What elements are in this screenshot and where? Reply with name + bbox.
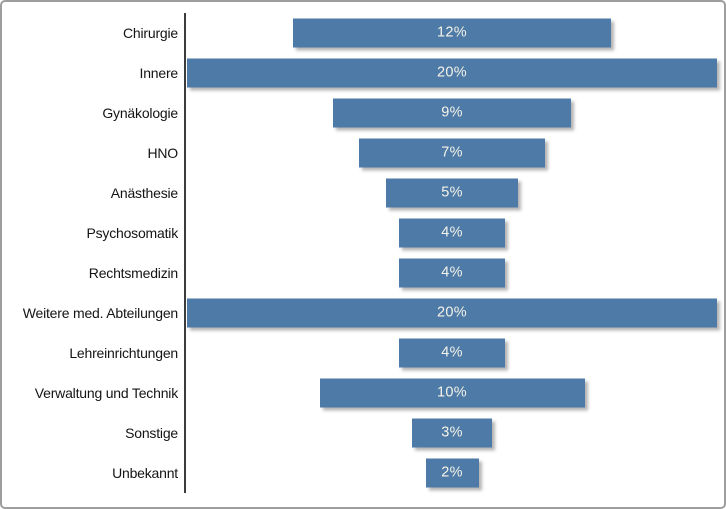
plot-area: 2%	[184, 453, 724, 493]
bar: 9%	[332, 98, 572, 128]
bar-chart: Chirurgie 12% Innere 20% Gynäkologie 9% HNO 7% A…	[2, 13, 724, 493]
category-label: Anästhesie	[110, 185, 178, 201]
bar: 20%	[187, 298, 717, 328]
category-label: Sonstige	[125, 425, 178, 441]
plot-area: 4%	[184, 333, 724, 373]
plot-area: 20%	[184, 53, 724, 93]
chart-row: Chirurgie 12%	[2, 13, 724, 53]
category-label: Psychosomatik	[86, 225, 178, 241]
chart-row: Sonstige 3%	[2, 413, 724, 453]
bar: 20%	[187, 58, 717, 88]
category-label: Unbekannt	[112, 465, 178, 481]
chart-row: Anästhesie 5%	[2, 173, 724, 213]
bar-value-label: 4%	[441, 264, 463, 281]
plot-area: 4%	[184, 253, 724, 293]
bar-value-label: 10%	[437, 384, 467, 401]
bar: 4%	[399, 338, 505, 368]
chart-row: Unbekannt 2%	[2, 453, 724, 493]
bar: 2%	[425, 458, 479, 488]
bar-value-label: 12%	[437, 24, 467, 41]
category-label: Weitere med. Abteilungen	[22, 305, 178, 321]
bar: 4%	[399, 258, 505, 288]
plot-area: 7%	[184, 133, 724, 173]
plot-area: 5%	[184, 173, 724, 213]
bar: 10%	[319, 378, 585, 408]
bar-value-label: 20%	[437, 304, 467, 321]
bar: 4%	[399, 218, 505, 248]
chart-row: Rechtsmedizin 4%	[2, 253, 724, 293]
category-label: Verwaltung und Technik	[34, 385, 178, 401]
category-label: Chirurgie	[123, 25, 178, 41]
plot-area: 20%	[184, 293, 724, 333]
bar-value-label: 7%	[441, 144, 463, 161]
chart-row: Weitere med. Abteilungen 20%	[2, 293, 724, 333]
category-label: Rechtsmedizin	[88, 265, 178, 281]
chart-row: Gynäkologie 9%	[2, 93, 724, 133]
chart-row: Lehreinrichtungen 4%	[2, 333, 724, 373]
chart-row: Verwaltung und Technik 10%	[2, 373, 724, 413]
category-label: HNO	[147, 145, 178, 161]
bar-value-label: 5%	[441, 184, 463, 201]
bar-value-label: 20%	[437, 64, 467, 81]
plot-area: 4%	[184, 213, 724, 253]
bar-value-label: 4%	[441, 224, 463, 241]
category-label: Gynäkologie	[102, 105, 178, 121]
plot-area: 3%	[184, 413, 724, 453]
bar: 5%	[385, 178, 519, 208]
plot-area: 9%	[184, 93, 724, 133]
bar: 3%	[412, 418, 492, 448]
bar: 7%	[359, 138, 545, 168]
plot-area: 12%	[184, 13, 724, 53]
bar-value-label: 9%	[441, 104, 463, 121]
chart-row: HNO 7%	[2, 133, 724, 173]
chart-row: Innere 20%	[2, 53, 724, 93]
category-label: Innere	[139, 65, 179, 81]
bar-value-label: 4%	[441, 344, 463, 361]
category-label: Lehreinrichtungen	[69, 345, 178, 361]
chart-row: Psychosomatik 4%	[2, 213, 724, 253]
bar-value-label: 2%	[441, 464, 463, 481]
plot-area: 10%	[184, 373, 724, 413]
bar: 12%	[293, 18, 611, 48]
bar-value-label: 3%	[441, 424, 463, 441]
